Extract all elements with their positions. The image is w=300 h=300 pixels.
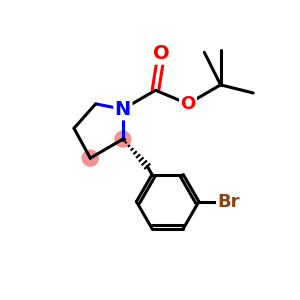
Circle shape <box>82 149 99 167</box>
Text: Br: Br <box>218 193 240 211</box>
Text: N: N <box>115 100 131 119</box>
Text: O: O <box>180 95 196 113</box>
Circle shape <box>114 130 131 148</box>
Text: O: O <box>152 44 169 63</box>
